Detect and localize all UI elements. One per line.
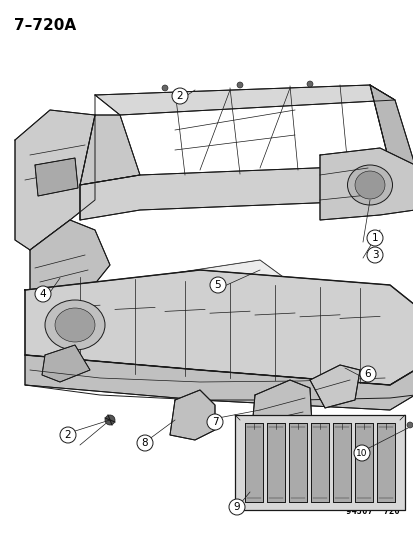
Polygon shape	[95, 85, 394, 115]
Polygon shape	[319, 148, 413, 220]
Polygon shape	[25, 270, 413, 385]
Polygon shape	[309, 365, 359, 408]
Circle shape	[137, 435, 153, 451]
Circle shape	[228, 499, 244, 515]
Ellipse shape	[45, 300, 105, 350]
Polygon shape	[80, 115, 140, 185]
Polygon shape	[369, 85, 413, 165]
Polygon shape	[32, 260, 389, 390]
Text: 9: 9	[233, 502, 240, 512]
Circle shape	[171, 88, 188, 104]
Polygon shape	[30, 220, 110, 300]
Circle shape	[35, 286, 51, 302]
Polygon shape	[15, 110, 95, 250]
Ellipse shape	[354, 171, 384, 199]
Text: 8: 8	[141, 438, 148, 448]
Polygon shape	[376, 423, 394, 502]
Text: 1: 1	[371, 233, 377, 243]
Polygon shape	[80, 165, 413, 220]
Text: 6: 6	[364, 369, 370, 379]
Circle shape	[161, 85, 168, 91]
Text: 10: 10	[356, 448, 367, 457]
Polygon shape	[244, 423, 262, 502]
Polygon shape	[170, 390, 214, 440]
Text: 4: 4	[40, 289, 46, 299]
Circle shape	[209, 277, 225, 293]
Polygon shape	[25, 355, 413, 410]
Circle shape	[105, 415, 115, 425]
Polygon shape	[354, 423, 372, 502]
Polygon shape	[332, 423, 350, 502]
Text: 7–720A: 7–720A	[14, 18, 76, 33]
Polygon shape	[35, 158, 78, 196]
Polygon shape	[42, 345, 90, 382]
Text: 2: 2	[64, 430, 71, 440]
Polygon shape	[252, 380, 311, 438]
Circle shape	[206, 414, 223, 430]
Text: 3: 3	[371, 250, 377, 260]
Text: 5: 5	[214, 280, 221, 290]
Polygon shape	[288, 423, 306, 502]
Ellipse shape	[55, 308, 95, 342]
Text: 94J07  720: 94J07 720	[345, 507, 399, 516]
Circle shape	[353, 445, 369, 461]
Circle shape	[236, 82, 242, 88]
Circle shape	[60, 427, 76, 443]
Circle shape	[366, 247, 382, 263]
Circle shape	[359, 366, 375, 382]
Polygon shape	[235, 415, 404, 510]
Polygon shape	[310, 423, 328, 502]
Circle shape	[306, 81, 312, 87]
Ellipse shape	[347, 165, 392, 205]
Circle shape	[366, 230, 382, 246]
Text: 2: 2	[176, 91, 183, 101]
Polygon shape	[266, 423, 284, 502]
Text: 7: 7	[211, 417, 218, 427]
Circle shape	[406, 422, 412, 428]
